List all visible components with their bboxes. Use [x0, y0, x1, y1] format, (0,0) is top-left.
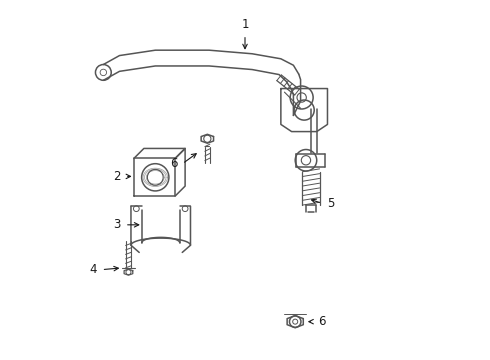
Text: 5: 5 — [327, 197, 334, 210]
Text: 2: 2 — [113, 170, 120, 183]
Text: 1: 1 — [241, 18, 249, 31]
Text: 6: 6 — [170, 157, 177, 170]
Text: 3: 3 — [113, 218, 120, 231]
Text: 6: 6 — [318, 315, 325, 328]
Text: 4: 4 — [89, 263, 97, 276]
